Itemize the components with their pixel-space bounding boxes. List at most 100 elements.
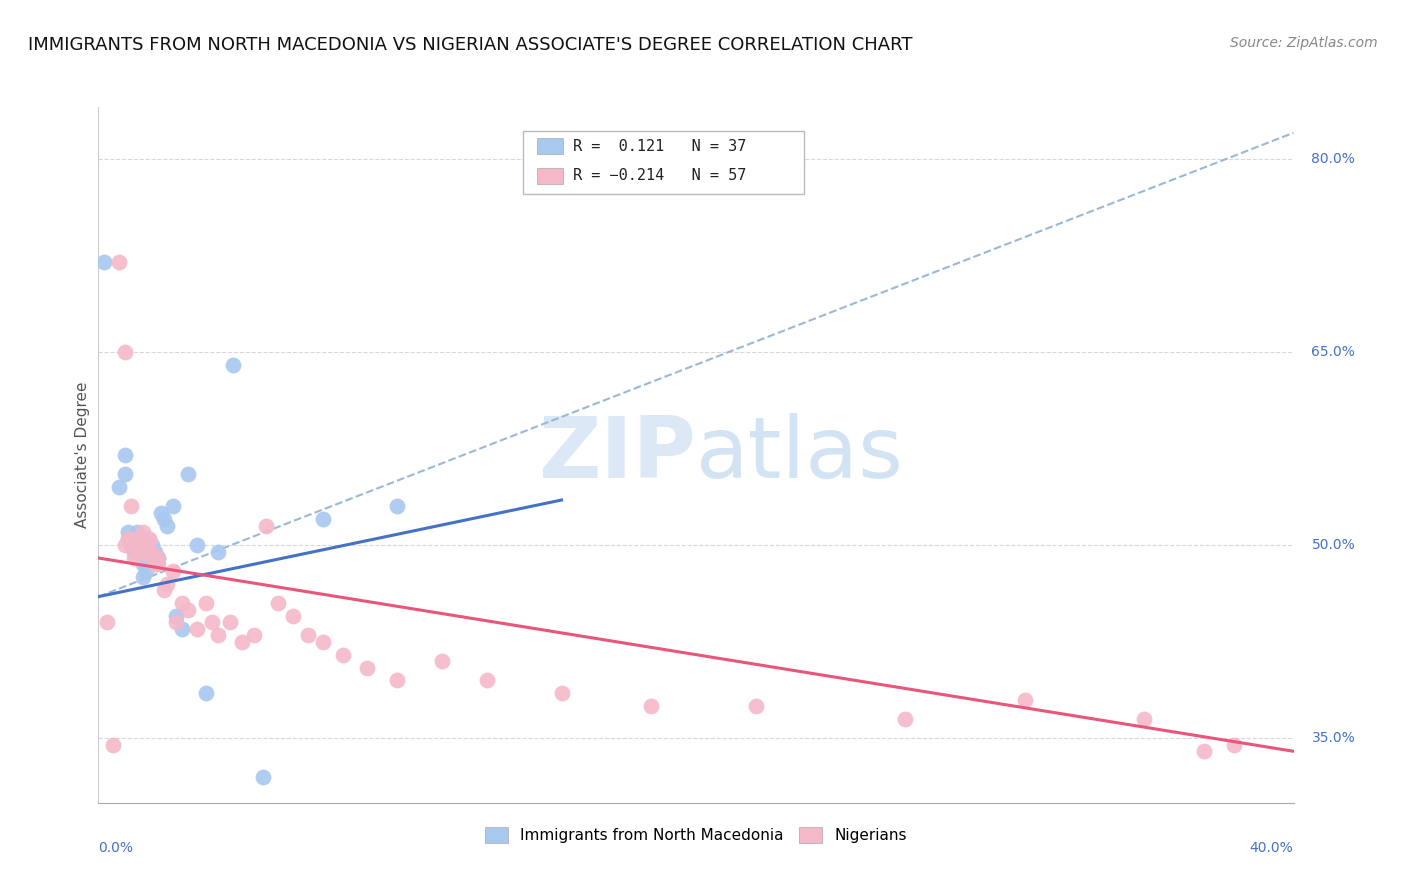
Point <box>207 628 229 642</box>
Point <box>1133 712 1156 726</box>
Point <box>117 532 139 546</box>
Point <box>132 544 155 558</box>
Point <box>219 615 242 630</box>
Point <box>120 538 142 552</box>
FancyBboxPatch shape <box>537 138 564 153</box>
Point <box>141 544 163 558</box>
Point <box>143 544 166 558</box>
Point <box>129 532 152 546</box>
FancyBboxPatch shape <box>523 131 804 194</box>
Legend: Immigrants from North Macedonia, Nigerians: Immigrants from North Macedonia, Nigeria… <box>478 820 914 851</box>
Point <box>311 512 333 526</box>
Point <box>138 532 160 546</box>
Point <box>172 596 194 610</box>
Point <box>231 634 253 648</box>
Point <box>1014 692 1036 706</box>
Point <box>177 602 200 616</box>
Point <box>356 660 378 674</box>
Point <box>550 686 572 700</box>
Point <box>254 518 277 533</box>
Point <box>475 673 498 688</box>
Point <box>311 634 333 648</box>
Text: R =  0.121   N = 37: R = 0.121 N = 37 <box>572 138 747 153</box>
Point <box>114 538 136 552</box>
Point <box>93 254 115 268</box>
Point <box>138 532 160 546</box>
Point <box>117 525 139 540</box>
Point <box>156 576 179 591</box>
Point <box>129 544 152 558</box>
Point <box>162 564 184 578</box>
Point <box>150 506 173 520</box>
Y-axis label: Associate's Degree: Associate's Degree <box>75 382 90 528</box>
Point <box>132 558 155 572</box>
Text: ZIP: ZIP <box>538 413 696 497</box>
Point <box>114 467 136 482</box>
Point <box>640 699 662 714</box>
Point <box>127 544 149 558</box>
Point <box>135 538 157 552</box>
Point <box>186 538 208 552</box>
Point <box>153 583 176 598</box>
Point <box>148 558 170 572</box>
Point <box>108 480 131 494</box>
Point <box>430 654 453 668</box>
Point <box>96 615 118 630</box>
Point <box>103 738 125 752</box>
Point <box>135 544 157 558</box>
Point <box>252 770 274 784</box>
Point <box>135 544 157 558</box>
Point <box>124 544 146 558</box>
Point <box>114 344 136 359</box>
Text: 65.0%: 65.0% <box>1312 345 1355 359</box>
Point <box>124 538 146 552</box>
Point <box>127 532 149 546</box>
Point <box>127 525 149 540</box>
Point <box>162 500 184 514</box>
Point <box>138 544 160 558</box>
FancyBboxPatch shape <box>537 169 564 184</box>
Point <box>894 712 917 726</box>
Point <box>186 622 208 636</box>
Point <box>385 500 409 514</box>
Text: atlas: atlas <box>696 413 904 497</box>
Text: 80.0%: 80.0% <box>1312 152 1355 166</box>
Text: IMMIGRANTS FROM NORTH MACEDONIA VS NIGERIAN ASSOCIATE'S DEGREE CORRELATION CHART: IMMIGRANTS FROM NORTH MACEDONIA VS NIGER… <box>28 36 912 54</box>
Point <box>281 609 304 624</box>
Point <box>195 686 218 700</box>
Point <box>332 648 354 662</box>
Point <box>172 622 194 636</box>
Point <box>153 512 176 526</box>
Point <box>132 570 155 584</box>
Point <box>132 538 155 552</box>
Point <box>156 518 179 533</box>
Text: R = −0.214   N = 57: R = −0.214 N = 57 <box>572 169 747 184</box>
Point <box>127 538 149 552</box>
Point <box>141 538 163 552</box>
Point <box>129 532 152 546</box>
Point <box>117 532 139 546</box>
Point <box>124 551 146 566</box>
Point <box>207 544 229 558</box>
Point <box>120 500 142 514</box>
Text: 40.0%: 40.0% <box>1250 841 1294 855</box>
Point <box>135 564 157 578</box>
Text: 50.0%: 50.0% <box>1312 538 1355 552</box>
Point <box>124 538 146 552</box>
Point <box>108 254 131 268</box>
Text: 35.0%: 35.0% <box>1312 731 1355 746</box>
Point <box>297 628 319 642</box>
Point <box>195 596 218 610</box>
Point <box>243 628 266 642</box>
Point <box>385 673 409 688</box>
Text: Source: ZipAtlas.com: Source: ZipAtlas.com <box>1230 36 1378 50</box>
Point <box>201 615 224 630</box>
Point <box>120 532 142 546</box>
Point <box>148 551 170 566</box>
Point <box>165 615 187 630</box>
Point <box>267 596 290 610</box>
Point <box>1192 744 1215 758</box>
Point <box>165 609 187 624</box>
Point <box>127 538 149 552</box>
Point <box>114 448 136 462</box>
